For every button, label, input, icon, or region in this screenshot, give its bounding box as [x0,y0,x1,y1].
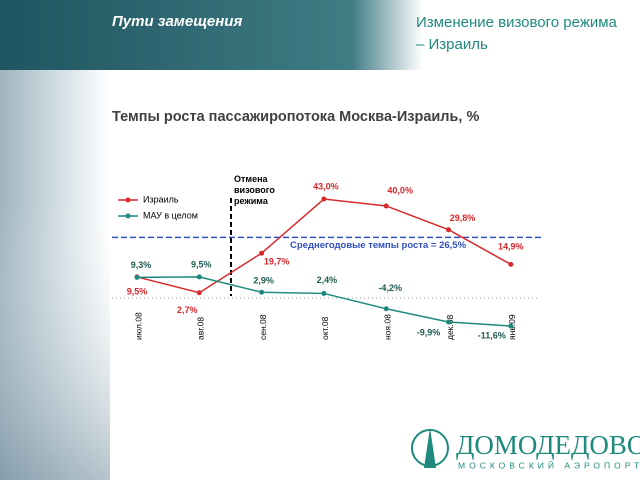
legend-label: МАУ в целом [143,210,198,220]
value-label: 9,3% [131,260,152,270]
point [508,261,514,267]
side-shade [0,200,110,480]
slide-title: Изменение визового режима – Израиль [416,14,617,53]
point [383,203,389,209]
value-label: 2,9% [253,276,274,286]
logo-subtitle: МОСКОВСКИЙ АЭРОПОРТ [458,459,640,470]
x-tick-label: окт.08 [320,316,330,340]
value-label: 9,5% [127,286,148,296]
logo-name: ДОМОДЕДОВО [456,430,640,460]
event-box: Отмена визового режима [234,174,275,206]
value-label: 2,7% [177,305,198,315]
x-tick-label: ноя.08 [382,314,392,340]
value-label: 9,5% [191,259,212,269]
point [383,306,389,312]
point [446,319,451,325]
point [196,290,202,296]
logo: ДОМОДЕДОВО МОСКОВСКИЙ АЭРОПОРТ [411,428,640,470]
point [259,250,265,256]
value-label: 2,4% [317,275,338,285]
legend-label: Израиль [143,194,179,204]
header-band [0,0,640,70]
slide-title-box: Изменение визового режима – Израиль [416,14,617,53]
x-tick-label: июл.08 [133,312,143,340]
legend-marker [125,213,131,219]
legend-marker [125,197,131,203]
event-label: Отмена визового режима [234,174,275,206]
point [321,196,327,202]
value-label: -11,6% [478,330,506,340]
section-title: Пути замещения [112,13,242,30]
chart-title: Темпы роста пассажиропотока Москва-Израи… [112,109,479,125]
value-label: -9,9% [417,327,441,337]
point [196,274,202,280]
x-tick-label: авг.08 [196,317,206,340]
point [321,290,327,296]
value-label: 14,9% [498,242,524,252]
reference-label: Среднегодовые темпы роста = 26,5% [290,240,467,251]
logo-tower [424,428,436,468]
x-tick-label: дек.08 [445,315,455,340]
value-label: 19,7% [264,257,290,267]
point [134,274,140,280]
point [446,227,451,233]
value-label: 29,8% [450,213,476,223]
value-label: -4,2% [378,283,402,293]
x-tick-label: сен.08 [258,314,268,340]
value-label: 40,0% [387,185,413,195]
value-label: 43,0% [313,181,339,191]
point [508,323,514,329]
point [259,289,265,295]
